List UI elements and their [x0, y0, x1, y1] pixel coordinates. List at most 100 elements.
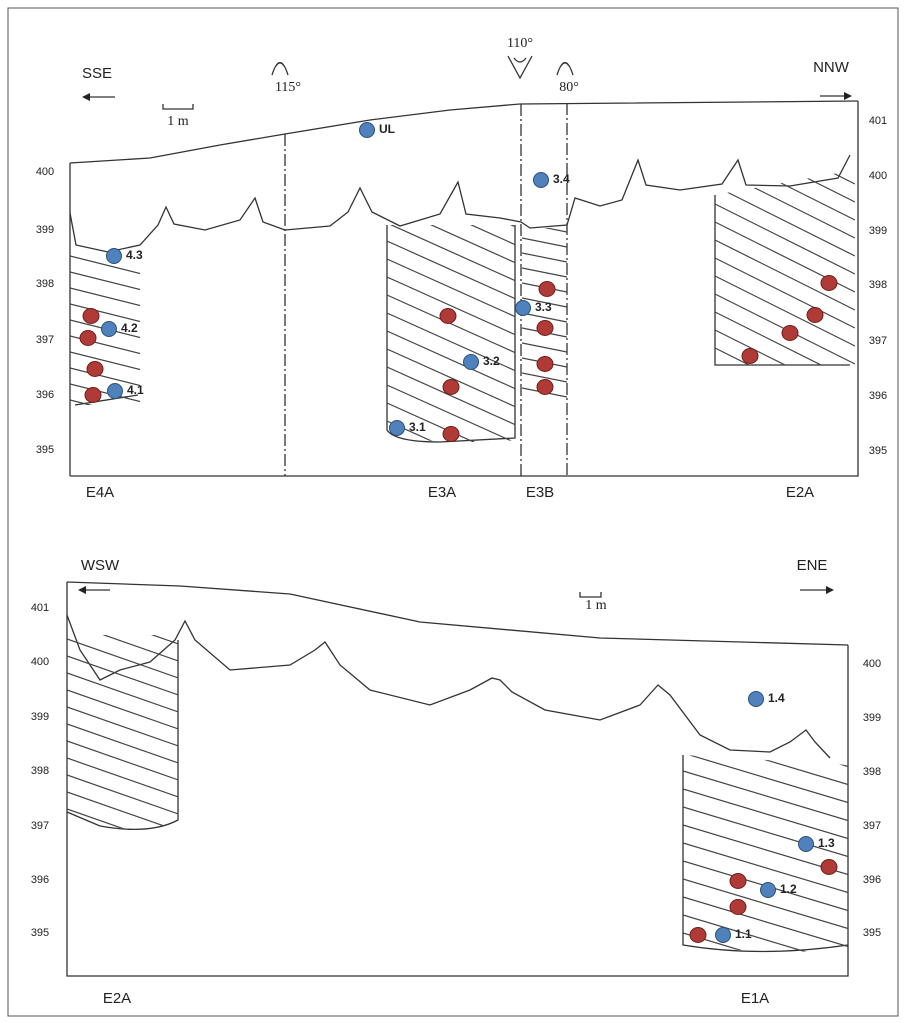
hatch — [522, 238, 567, 247]
blue-sample — [799, 837, 814, 852]
axis-label: 399 — [31, 711, 49, 723]
sample-label: 3.4 — [553, 172, 570, 186]
hatch — [387, 295, 515, 353]
axis-label: 397 — [869, 335, 887, 347]
hatch — [387, 223, 515, 281]
axis-label: 396 — [31, 874, 49, 886]
hatch — [387, 151, 515, 209]
pit-outline — [67, 640, 178, 829]
axis-label: 401 — [869, 115, 887, 127]
hatch — [522, 118, 567, 127]
hatch — [70, 128, 140, 146]
surface — [290, 594, 848, 645]
hatch — [715, 312, 855, 382]
hatch — [70, 304, 140, 322]
trench-label: E1A — [741, 990, 769, 1007]
hatch — [522, 253, 567, 262]
hatch — [70, 96, 140, 114]
view-angle: 80° — [559, 80, 579, 95]
hatch — [70, 112, 140, 130]
hatch — [67, 690, 178, 729]
axis-label: 399 — [863, 712, 881, 724]
hatch — [715, 348, 855, 418]
hatch — [67, 435, 178, 474]
hatch — [67, 843, 178, 882]
hatch — [67, 588, 178, 627]
sample-label: 1.1 — [735, 927, 752, 941]
sample-label: 3.3 — [535, 300, 552, 314]
hatch — [67, 520, 178, 559]
blue-sample — [464, 355, 479, 370]
axis-label: 400 — [869, 170, 887, 182]
pit-floor — [67, 615, 830, 758]
hatch — [683, 681, 848, 731]
sample-label: 4.2 — [121, 321, 138, 335]
sample-label: 3.2 — [483, 354, 500, 368]
hatch — [70, 352, 140, 370]
sample-label: 4.1 — [127, 383, 144, 397]
hatch — [522, 208, 567, 217]
hatch — [683, 663, 848, 713]
axis-label: 397 — [36, 334, 54, 346]
red-sample — [537, 321, 553, 336]
hatch — [683, 735, 848, 785]
red-sample — [690, 928, 706, 943]
red-sample — [537, 380, 553, 395]
hatch — [387, 133, 515, 191]
scale-bar — [163, 104, 193, 109]
axis-label: 395 — [31, 927, 49, 939]
axis-label: 396 — [869, 390, 887, 402]
sample-label: UL — [379, 122, 395, 136]
axis-label: 400 — [863, 658, 881, 670]
axis-label: 396 — [36, 389, 54, 401]
hatch — [67, 486, 178, 525]
sample-label: 3.1 — [409, 420, 426, 434]
hatch — [522, 433, 567, 442]
hatch — [683, 645, 848, 695]
trench-label: E4A — [86, 484, 114, 501]
axis-label: 399 — [36, 224, 54, 236]
hatch — [67, 724, 178, 763]
hatch — [67, 758, 178, 797]
hatch — [387, 79, 515, 137]
sample-label: 1.4 — [768, 691, 785, 705]
hatch — [70, 176, 140, 194]
view-angle: 115° — [275, 80, 301, 95]
direction-label: NNW — [813, 59, 850, 76]
hatch — [683, 699, 848, 749]
hatch — [522, 163, 567, 172]
hatch — [522, 193, 567, 202]
hatch — [387, 241, 515, 299]
hatch — [715, 240, 855, 310]
axis-label: 398 — [863, 766, 881, 778]
hatch — [522, 148, 567, 157]
blue-sample — [716, 928, 731, 943]
hatch — [715, 114, 855, 184]
blue-sample — [534, 173, 549, 188]
axis-label: 400 — [36, 166, 54, 178]
view-angle: 110° — [507, 36, 533, 51]
view-eye — [557, 63, 573, 76]
red-sample — [443, 427, 459, 442]
red-sample — [440, 309, 456, 324]
hatch — [683, 627, 848, 677]
surface — [70, 101, 858, 163]
hatch — [683, 933, 848, 983]
trench-label: E3A — [428, 484, 456, 501]
blue-sample — [761, 883, 776, 898]
red-sample — [742, 349, 758, 364]
axis-label: 397 — [863, 820, 881, 832]
hatch — [683, 609, 848, 659]
axis-label: 395 — [869, 445, 887, 457]
hatch — [70, 432, 140, 450]
axis-label: 401 — [31, 602, 49, 614]
hatch — [683, 897, 848, 947]
hatch — [715, 186, 855, 256]
hatch — [387, 205, 515, 263]
trench-label: E2A — [103, 990, 131, 1007]
red-sample — [85, 388, 101, 403]
hatch — [387, 43, 515, 101]
sample-label: 4.3 — [126, 248, 143, 262]
hatch — [67, 673, 178, 712]
hatch — [67, 656, 178, 695]
